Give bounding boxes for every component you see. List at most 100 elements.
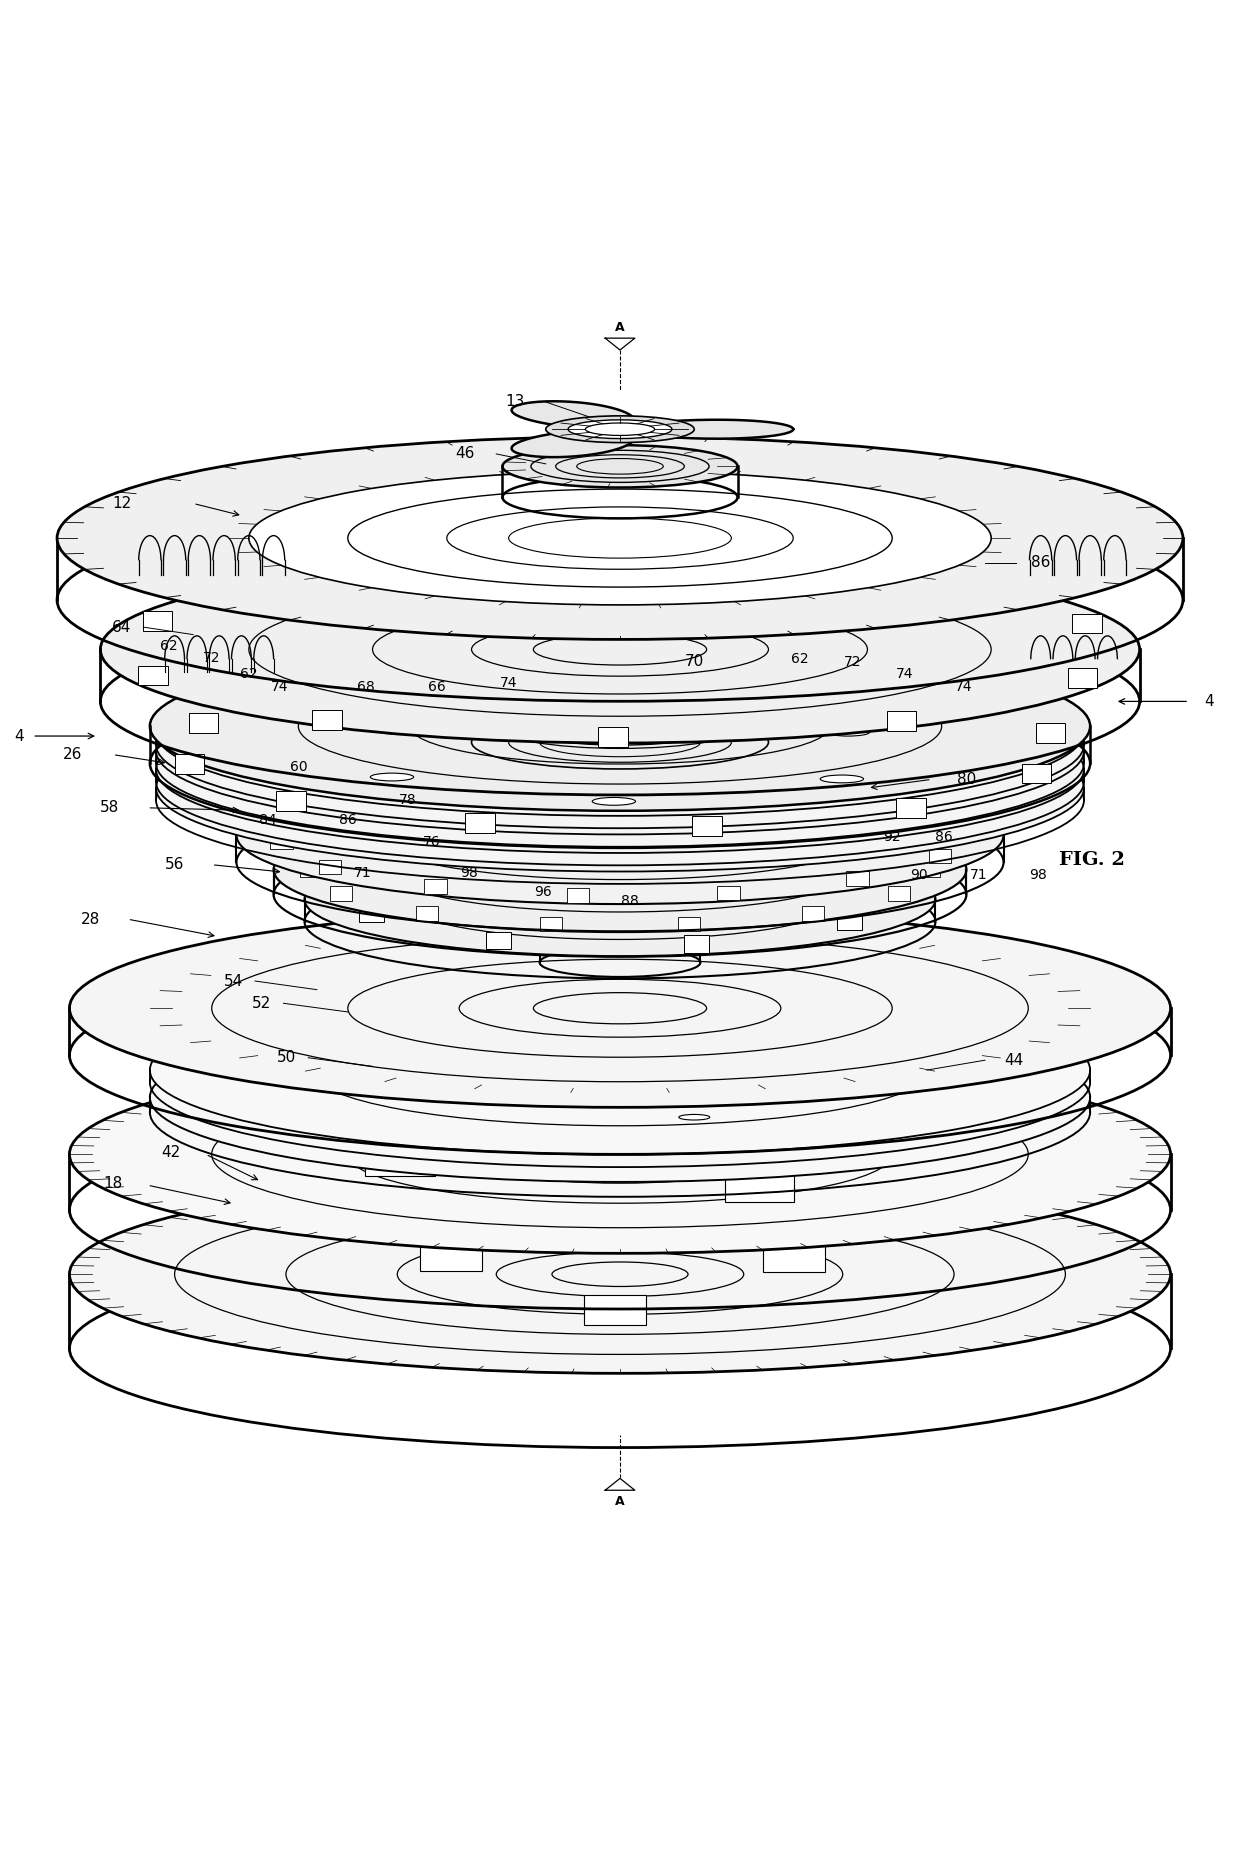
Ellipse shape [305, 842, 935, 956]
Text: 74: 74 [272, 680, 289, 693]
Bar [717, 885, 739, 900]
Bar [330, 839, 352, 854]
Ellipse shape [568, 420, 672, 439]
Bar [934, 686, 963, 706]
Text: 98: 98 [1029, 867, 1047, 882]
Bar [315, 680, 343, 699]
Bar [888, 887, 910, 900]
Ellipse shape [604, 704, 647, 712]
FancyBboxPatch shape [366, 1145, 434, 1177]
Ellipse shape [794, 1033, 825, 1039]
Bar [929, 848, 951, 863]
Bar [465, 813, 495, 833]
Text: 13: 13 [505, 394, 525, 409]
Bar [897, 798, 925, 818]
Bar [312, 710, 342, 730]
Ellipse shape [539, 917, 701, 945]
Bar [319, 859, 341, 874]
Polygon shape [605, 1478, 635, 1491]
Ellipse shape [57, 437, 1183, 639]
Bar [289, 807, 311, 822]
Bar [598, 727, 627, 747]
Bar [729, 850, 754, 867]
Bar [684, 936, 709, 953]
Text: 54: 54 [223, 973, 243, 988]
Bar [360, 904, 384, 921]
FancyBboxPatch shape [584, 1295, 646, 1324]
FancyBboxPatch shape [666, 1100, 735, 1134]
Bar [541, 917, 562, 932]
Bar [371, 785, 393, 800]
Bar [541, 809, 562, 822]
Text: 71: 71 [970, 867, 987, 882]
Bar [794, 775, 816, 790]
Text: 84: 84 [259, 813, 277, 828]
Ellipse shape [150, 986, 1090, 1154]
Bar [678, 809, 699, 822]
Ellipse shape [69, 1055, 1171, 1253]
Polygon shape [605, 338, 635, 349]
Ellipse shape [156, 667, 1084, 835]
Bar [324, 568, 353, 587]
Text: 70: 70 [684, 654, 704, 669]
Text: 96: 96 [534, 885, 552, 899]
Bar [887, 712, 916, 730]
Bar [678, 917, 699, 932]
Ellipse shape [69, 910, 1171, 1108]
Bar [415, 906, 438, 921]
Text: 62: 62 [241, 667, 258, 682]
Text: 74: 74 [955, 680, 972, 693]
Bar [501, 770, 523, 785]
Ellipse shape [156, 704, 1084, 872]
Bar [1073, 613, 1101, 633]
Text: 72: 72 [844, 656, 862, 669]
Text: 60: 60 [289, 760, 308, 773]
Bar [139, 665, 167, 686]
Text: 44: 44 [1004, 1054, 1023, 1068]
Ellipse shape [515, 751, 725, 788]
Ellipse shape [515, 714, 725, 751]
Bar [898, 570, 928, 588]
Text: 88: 88 [621, 893, 639, 908]
Bar [692, 816, 722, 835]
Bar [856, 876, 880, 895]
Bar [918, 863, 940, 878]
Ellipse shape [515, 708, 725, 745]
Text: 46: 46 [455, 446, 475, 461]
Ellipse shape [678, 1115, 709, 1121]
Bar [1068, 669, 1097, 687]
Bar [277, 790, 306, 811]
Text: 62: 62 [791, 652, 808, 667]
FancyBboxPatch shape [724, 1169, 794, 1201]
Bar [567, 889, 589, 904]
Ellipse shape [237, 766, 1003, 904]
Ellipse shape [69, 1175, 1171, 1373]
Text: 18: 18 [103, 1177, 123, 1192]
Text: 52: 52 [252, 996, 272, 1011]
Ellipse shape [820, 775, 863, 783]
Ellipse shape [377, 727, 420, 734]
Text: FIG. 2: FIG. 2 [1059, 850, 1125, 869]
Bar [300, 863, 322, 878]
Text: 64: 64 [112, 620, 131, 635]
Bar [531, 846, 556, 863]
Bar [486, 932, 511, 949]
Bar [802, 906, 825, 921]
Text: 12: 12 [112, 495, 131, 512]
Text: 86: 86 [339, 813, 357, 828]
Text: 26: 26 [62, 747, 82, 762]
Text: 92: 92 [883, 831, 901, 844]
Polygon shape [512, 402, 794, 458]
Ellipse shape [150, 641, 1090, 811]
Text: 28: 28 [81, 912, 100, 927]
Ellipse shape [371, 773, 414, 781]
Bar [175, 755, 205, 773]
Text: 74: 74 [500, 676, 517, 689]
Ellipse shape [515, 770, 725, 807]
Text: 58: 58 [99, 800, 119, 814]
Ellipse shape [521, 852, 719, 887]
Ellipse shape [156, 648, 1084, 816]
Text: 4: 4 [14, 729, 24, 743]
Bar [899, 796, 921, 811]
Bar [188, 714, 218, 732]
